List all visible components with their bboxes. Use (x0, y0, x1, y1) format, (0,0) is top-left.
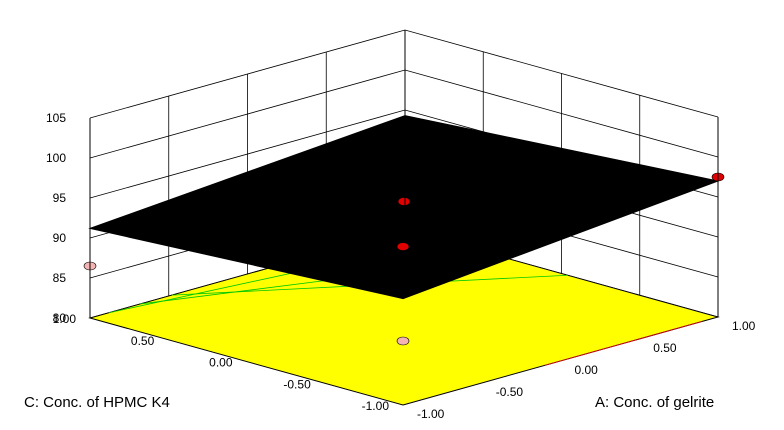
design-point (396, 336, 410, 346)
y-tick-label: -0.50 (283, 377, 311, 391)
wall-gridline-z (89, 29, 719, 119)
z-tick-label: 100 (46, 151, 66, 165)
z-tick-label: 95 (53, 191, 67, 205)
y-tick-label: 0.00 (209, 356, 233, 370)
z-tick-label: 90 (53, 231, 67, 245)
design-point (397, 197, 411, 206)
design-point (396, 242, 410, 251)
x-tick-label: -0.50 (496, 385, 524, 399)
y-axis-title: C: Conc. of HPMC K4 (24, 394, 170, 411)
x-tick-label: 0.50 (653, 341, 677, 355)
x-tick-label: -1.00 (417, 407, 445, 421)
z-tick-label: 80 (53, 311, 67, 325)
x-tick-label: 1.00 (732, 319, 756, 333)
y-tick-label: -1.00 (362, 399, 390, 413)
z-tick-label: 85 (53, 271, 67, 285)
x-tick-label: 0.00 (575, 363, 599, 377)
floor-contour-line (544, 321, 703, 366)
x-axis-title: A: Conc. of gelrite (595, 394, 714, 411)
axes-frame (89, 30, 719, 318)
y-tick-label: 1.00 (53, 312, 77, 326)
y-tick-label: 0.50 (131, 334, 155, 348)
response-surface (88, 115, 720, 300)
tick-labels: 80 85 90 95 100 105 -1.00 -0.50 0.00 0.50 1.00 -1.0… (46, 111, 756, 421)
z-tick-label: 105 (46, 111, 66, 125)
surface-patch (88, 115, 720, 300)
